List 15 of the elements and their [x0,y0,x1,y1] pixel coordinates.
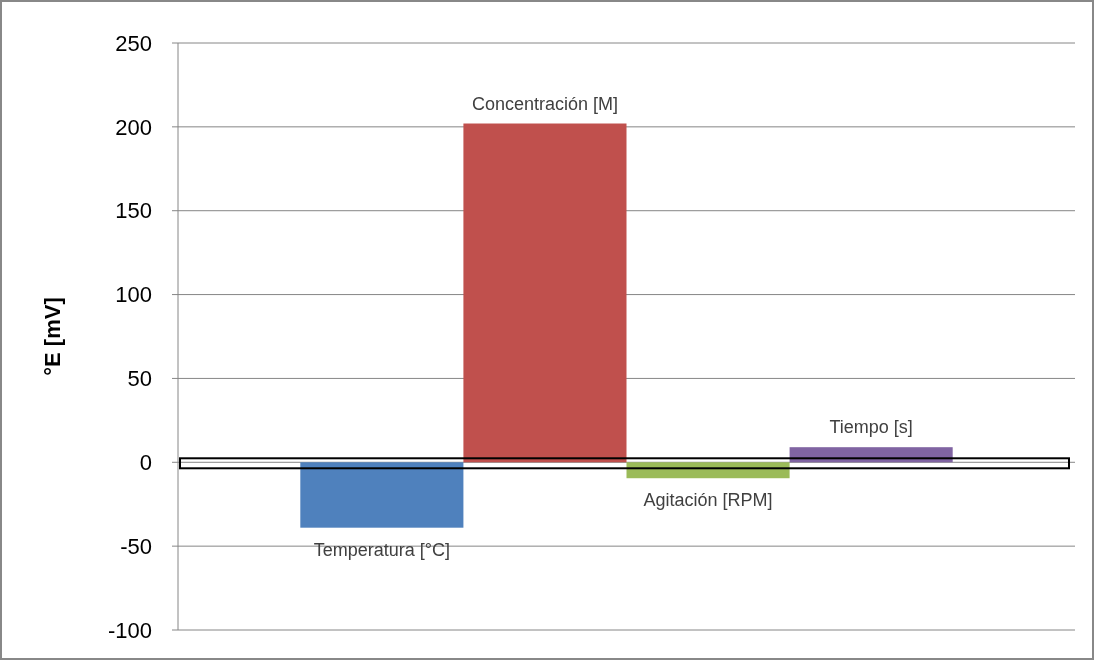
y-tick-label: -100 [107,617,152,643]
x-tick-label: Tiempo [s] [829,417,913,438]
y-axis-title: °E [mV] [40,297,65,376]
y-tick-label: 0 [139,449,152,475]
x-tick-label: Temperatura [°C] [313,539,450,560]
y-tick-label: 250 [115,30,152,56]
bar [300,462,464,528]
y-tick-label: 150 [115,198,152,224]
y-tick-label: 50 [127,366,152,392]
x-tick-label: Agitación [RPM] [643,490,773,511]
x-tick-label: Concentración [M] [471,93,618,114]
y-tick-label: 100 [115,282,152,308]
y-tick-label: -50 [120,533,152,559]
y-tick-label: 200 [115,114,152,140]
bar [463,123,627,463]
